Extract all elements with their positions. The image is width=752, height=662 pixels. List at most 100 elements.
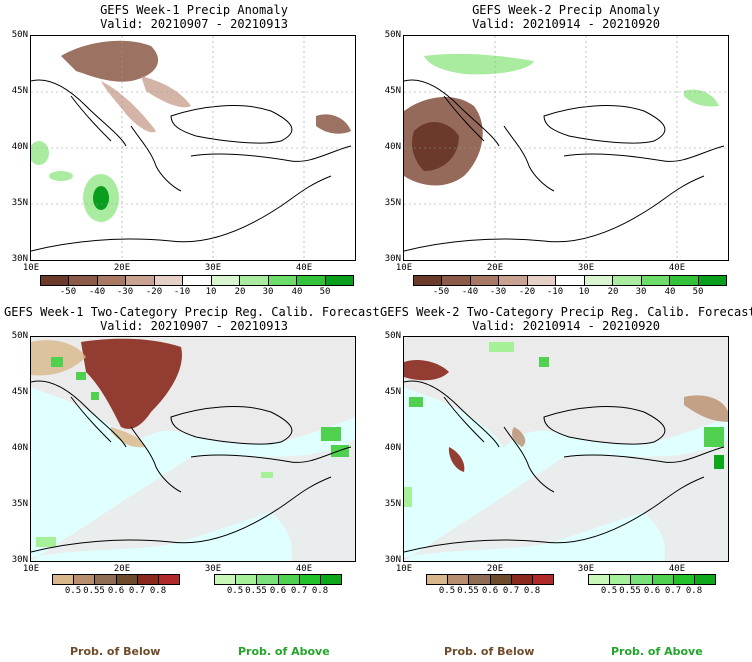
footer-above-right: Prob. of Above (611, 645, 703, 658)
cbar-4a-label-5: 0.8 (685, 586, 703, 596)
panel-2-lon-30: 30E (577, 263, 595, 273)
panel-4-lon-20: 20E (486, 564, 504, 574)
anomaly-wet (31, 141, 119, 222)
cbar-2-label-9: 40 (664, 287, 676, 297)
cbar-2-label-7: 20 (607, 287, 619, 297)
cbar-1-label-1: -50 (59, 287, 77, 297)
cbar-3a-label-2: 0.55 (245, 586, 267, 596)
panel-1-lat-30: 30N (11, 254, 28, 264)
panel-3-title: GEFS Week-1 Two-Category Precip Reg. Cal… (4, 305, 380, 319)
panel-2-lat-45: 45N (384, 86, 401, 96)
prob-above (404, 342, 724, 507)
cbar-2-bin-11 (698, 276, 726, 285)
land-gray (31, 337, 355, 561)
cbar-2-label-1: -50 (432, 287, 450, 297)
cbar-4b-label-3: 0.6 (481, 586, 499, 596)
panel-2-map (403, 35, 729, 261)
cbar-1-label-8: 30 (262, 287, 274, 297)
panel-4-map (403, 336, 729, 562)
panel-4-lat-30: 30N (384, 555, 401, 565)
cbar-3b-bin-5 (137, 575, 159, 584)
cbar-1-bin-4 (126, 276, 155, 285)
grid-lines (31, 36, 355, 260)
panel-2-lat-50: 50N (384, 30, 401, 40)
cbar-2-bin-10 (670, 276, 699, 285)
cbar-2-label-4: -20 (518, 287, 536, 297)
panel-1-lon-10: 10E (22, 263, 40, 273)
anomaly-dry-north-italy-balkans (61, 40, 159, 82)
cbar-3b-label-1: 0.5 (64, 586, 82, 596)
cbar-2-label-5: -10 (546, 287, 564, 297)
cbar-1-label-10: 50 (319, 287, 331, 297)
cbar-3b-bin-1 (53, 575, 75, 584)
cbar-2-label-2: -40 (461, 287, 479, 297)
cbar-4b-label-2: 0.55 (457, 586, 479, 596)
anomaly-dry-east (316, 114, 351, 134)
cbar-1-label-7: 20 (234, 287, 246, 297)
panel-1-title: GEFS Week-1 Precip Anomaly (100, 3, 288, 17)
panel-1-lat-45: 45N (11, 86, 28, 96)
panel-3-above-colorbar (214, 574, 342, 585)
coastlines (31, 79, 352, 252)
panel-4-lon-10: 10E (395, 564, 413, 574)
cbar-4b-bin-5 (511, 575, 533, 584)
anomaly-wet-north (424, 53, 719, 107)
panel-3-lon-20: 20E (113, 564, 131, 574)
panel-1-lat-40: 40N (11, 142, 28, 152)
cbar-2-bin-1 (414, 276, 443, 285)
panel-3-map (30, 336, 356, 562)
cbar-2-bin-5 (527, 276, 557, 285)
cbar-4b-label-4: 0.7 (502, 586, 520, 596)
cbar-1-bin-5 (154, 276, 184, 285)
cbar-2-bin-2 (442, 276, 471, 285)
panel-4-lat-50: 50N (384, 331, 401, 341)
panel-1-map (30, 35, 356, 261)
cbar-2-bin-8 (613, 276, 642, 285)
cbar-1-bin-11 (325, 276, 353, 285)
cbar-1-bin-9 (268, 276, 298, 285)
prob-below-italy (404, 360, 465, 472)
cbar-3b-label-5: 0.8 (149, 586, 167, 596)
panel-2-lat-35: 35N (384, 198, 401, 208)
prob-above (36, 357, 349, 547)
cbar-1-label-3: -30 (116, 287, 134, 297)
panel-2-lat-30: 30N (384, 254, 401, 264)
cbar-4b-bin-1 (427, 575, 449, 584)
panel-2-lon-10: 10E (395, 263, 413, 273)
panel-3-lon-10: 10E (22, 564, 40, 574)
cbar-1-bin-10 (297, 276, 326, 285)
cbar-3a-bin-5 (299, 575, 321, 584)
footer-above-left: Prob. of Above (238, 645, 330, 658)
cbar-3b-label-4: 0.7 (128, 586, 146, 596)
cbar-4b-label-1: 0.5 (438, 586, 456, 596)
panel-3-lat-30: 30N (11, 555, 28, 565)
cbar-1-bin-8 (240, 276, 269, 285)
panel-3-lon-40: 40E (295, 564, 313, 574)
panel-2-valid: Valid: 20210914 - 20210920 (472, 17, 660, 31)
cbar-3b-label-2: 0.55 (83, 586, 105, 596)
panel-2-lon-40: 40E (668, 263, 686, 273)
cbar-4a-bin-4 (652, 575, 674, 584)
panel-1-lat-50: 50N (11, 30, 28, 40)
cbar-4a-bin-2 (610, 575, 632, 584)
panel-1-lon-30: 30E (204, 263, 222, 273)
cbar-3b-bin-3 (95, 575, 117, 584)
cbar-4a-bin-3 (631, 575, 653, 584)
cbar-3b-bin-4 (116, 575, 138, 584)
panel-4-lon-30: 30E (577, 564, 595, 574)
cbar-3a-label-1: 0.5 (226, 586, 244, 596)
grid-lines (404, 36, 728, 260)
cbar-2-label-8: 30 (635, 287, 647, 297)
panel-1-lat-35: 35N (11, 198, 28, 208)
footer-below-left: Prob. of Below (70, 645, 161, 658)
prob-below-balkans (81, 338, 182, 429)
panel-2-lat-40: 40N (384, 142, 401, 152)
cbar-4a-bin-1 (589, 575, 611, 584)
cbar-3a-bin-4 (278, 575, 300, 584)
cbar-4b-bin-6 (532, 575, 554, 584)
cbar-1-bin-3 (97, 276, 127, 285)
cbar-4a-label-1: 0.5 (600, 586, 618, 596)
anomaly-dry-italy-core (412, 121, 459, 171)
panel-4-title: GEFS Week-2 Two-Category Precip Reg. Cal… (380, 305, 752, 319)
footer-below-right: Prob. of Below (444, 645, 535, 658)
